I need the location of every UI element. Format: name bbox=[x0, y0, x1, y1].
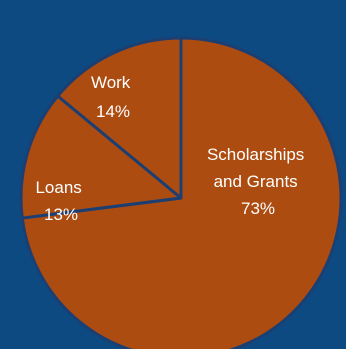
pie-slice-loans bbox=[19, 94, 183, 220]
slice-label-work: Work 14% bbox=[91, 73, 135, 121]
slice-label-scholarships-and-grants: Scholarships and Grants 73% bbox=[207, 145, 309, 218]
slice-label-loans: Loans 13% bbox=[35, 178, 86, 224]
pie-slices bbox=[19, 36, 343, 349]
pie-slice-work bbox=[56, 36, 183, 200]
